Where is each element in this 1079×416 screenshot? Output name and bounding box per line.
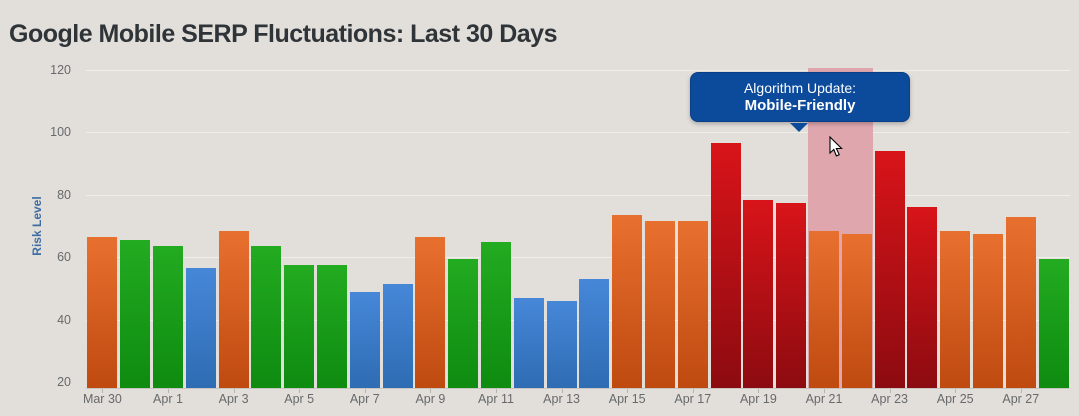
x-tick-mark xyxy=(102,388,104,393)
mouse-cursor-icon xyxy=(829,135,844,163)
x-tick-mark xyxy=(692,388,694,393)
bar-apr-2[interactable] xyxy=(185,268,216,388)
annotation-tooltip-line1: Algorithm Update: xyxy=(743,80,857,96)
annotation-tooltip-pointer xyxy=(790,123,808,132)
y-gridline xyxy=(86,70,1070,71)
x-tick-label: Apr 9 xyxy=(415,392,446,406)
bar-apr-16[interactable] xyxy=(645,221,675,388)
bar-apr-15[interactable] xyxy=(612,215,643,388)
bar-apr-7[interactable] xyxy=(349,291,380,388)
bar-apr-11[interactable] xyxy=(481,241,511,388)
x-tick-label: Apr 15 xyxy=(608,392,646,406)
bar-apr-24[interactable] xyxy=(907,207,938,388)
x-tick-mark xyxy=(430,388,432,393)
y-gridline xyxy=(86,319,1070,321)
x-tick-label: Apr 17 xyxy=(674,392,712,406)
y-tick-label: 120 xyxy=(50,63,71,77)
x-tick-label: Apr 13 xyxy=(543,392,581,406)
bar-apr-6[interactable] xyxy=(317,265,347,388)
x-tick-mark xyxy=(758,388,760,393)
x-tick-mark xyxy=(168,388,169,393)
y-gridline xyxy=(86,194,1070,196)
bar-apr-1[interactable] xyxy=(153,246,183,388)
x-tick-label: Apr 21 xyxy=(805,392,843,406)
x-tick-label: Apr 11 xyxy=(478,392,514,406)
bar-apr-8[interactable] xyxy=(382,283,413,388)
x-tick-mark xyxy=(299,388,301,393)
x-tick-label: Apr 25 xyxy=(936,392,974,406)
x-tick-mark xyxy=(1020,388,1022,393)
bar-apr-4[interactable] xyxy=(251,246,282,388)
bar-apr-27[interactable] xyxy=(1005,216,1036,388)
x-tick-mark xyxy=(561,388,563,393)
bar-apr-9[interactable] xyxy=(415,237,446,388)
chart-title: Google Mobile SERP Fluctuations: Last 30… xyxy=(9,20,557,48)
y-axis-title: Risk Level xyxy=(30,196,44,256)
bar-mar-31[interactable] xyxy=(120,240,151,388)
bar-apr-5[interactable] xyxy=(284,265,315,388)
bar-apr-13[interactable] xyxy=(546,301,577,388)
bar-apr-18[interactable] xyxy=(710,143,741,388)
bar-apr-21[interactable] xyxy=(809,230,839,388)
x-tick-mark xyxy=(233,388,235,393)
bar-apr-12[interactable] xyxy=(513,297,544,388)
x-tick-label: Apr 1 xyxy=(153,392,183,406)
y-tick-label: 20 xyxy=(57,375,71,390)
x-tick-label: Apr 19 xyxy=(739,392,777,406)
bar-apr-19[interactable] xyxy=(743,199,774,388)
x-tick-label: Apr 27 xyxy=(1002,392,1040,406)
bar-apr-28[interactable] xyxy=(1038,258,1069,388)
x-tick-mark xyxy=(496,388,497,393)
x-tick-mark xyxy=(824,388,825,393)
x-tick-mark xyxy=(627,388,629,393)
y-tick-label: 60 xyxy=(57,250,71,265)
annotation-tooltip: Algorithm Update: Mobile-Friendly xyxy=(690,72,910,122)
x-tick-mark xyxy=(955,388,957,393)
x-axis-line xyxy=(86,388,1070,389)
bar-apr-20[interactable] xyxy=(776,202,807,388)
x-tick-mark xyxy=(889,388,891,393)
y-gridline xyxy=(86,257,1070,259)
x-tick-label: Apr 5 xyxy=(284,392,315,406)
bar-apr-10[interactable] xyxy=(448,258,479,388)
x-tick-label: Apr 7 xyxy=(349,392,380,406)
y-tick-label: 80 xyxy=(57,187,71,202)
annotation-tooltip-line2: Mobile-Friendly xyxy=(744,97,856,114)
bar-apr-22[interactable] xyxy=(841,233,872,388)
bar-apr-23[interactable] xyxy=(874,151,905,388)
x-tick-label: Apr 23 xyxy=(871,392,909,406)
y-tick-label: 100 xyxy=(50,125,71,140)
y-tick-label: 40 xyxy=(57,312,71,327)
bar-apr-14[interactable] xyxy=(579,279,610,388)
bar-apr-3[interactable] xyxy=(218,230,249,388)
x-tick-mark xyxy=(364,388,366,393)
x-tick-label: Apr 3 xyxy=(218,392,249,406)
bar-apr-25[interactable] xyxy=(940,230,971,388)
bar-mar-30[interactable] xyxy=(87,237,118,388)
x-tick-label: Mar 30 xyxy=(82,392,122,406)
bar-apr-26[interactable] xyxy=(973,233,1003,388)
bar-apr-17[interactable] xyxy=(677,221,708,388)
y-gridline xyxy=(86,132,1070,134)
